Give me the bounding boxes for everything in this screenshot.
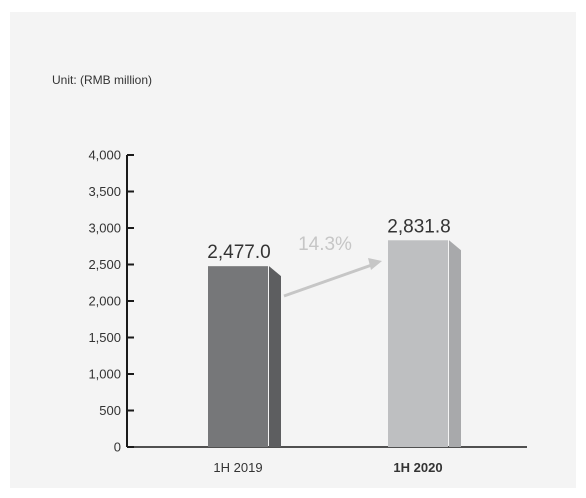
y-tick-label: 0 (114, 440, 121, 455)
y-tick-label: 2,500 (88, 257, 121, 272)
y-tick-label: 1,000 (88, 367, 121, 382)
growth-label: 14.3% (298, 234, 352, 255)
chart-panel (10, 12, 576, 488)
x-category-label: 1H 2020 (393, 460, 442, 475)
y-tick-label: 3,500 (88, 184, 121, 199)
bar (208, 266, 268, 447)
bar-value-label: 2,477.0 (207, 242, 270, 263)
y-tick-label: 1,500 (88, 330, 121, 345)
growth-arrow-line (283, 262, 377, 298)
growth-arrow-head (368, 258, 382, 270)
unit-label: Unit: (RMB million) (52, 73, 153, 87)
y-tick-label: 3,000 (88, 221, 121, 236)
bar (388, 240, 448, 447)
y-tick-label: 2,000 (88, 294, 121, 309)
bar-value-label: 2,831.8 (387, 216, 450, 237)
bar-side (269, 266, 281, 447)
bar-side (449, 240, 461, 447)
y-tick-label: 4,000 (88, 148, 121, 163)
x-category-label: 1H 2019 (213, 460, 262, 475)
y-tick-label: 500 (99, 403, 121, 418)
